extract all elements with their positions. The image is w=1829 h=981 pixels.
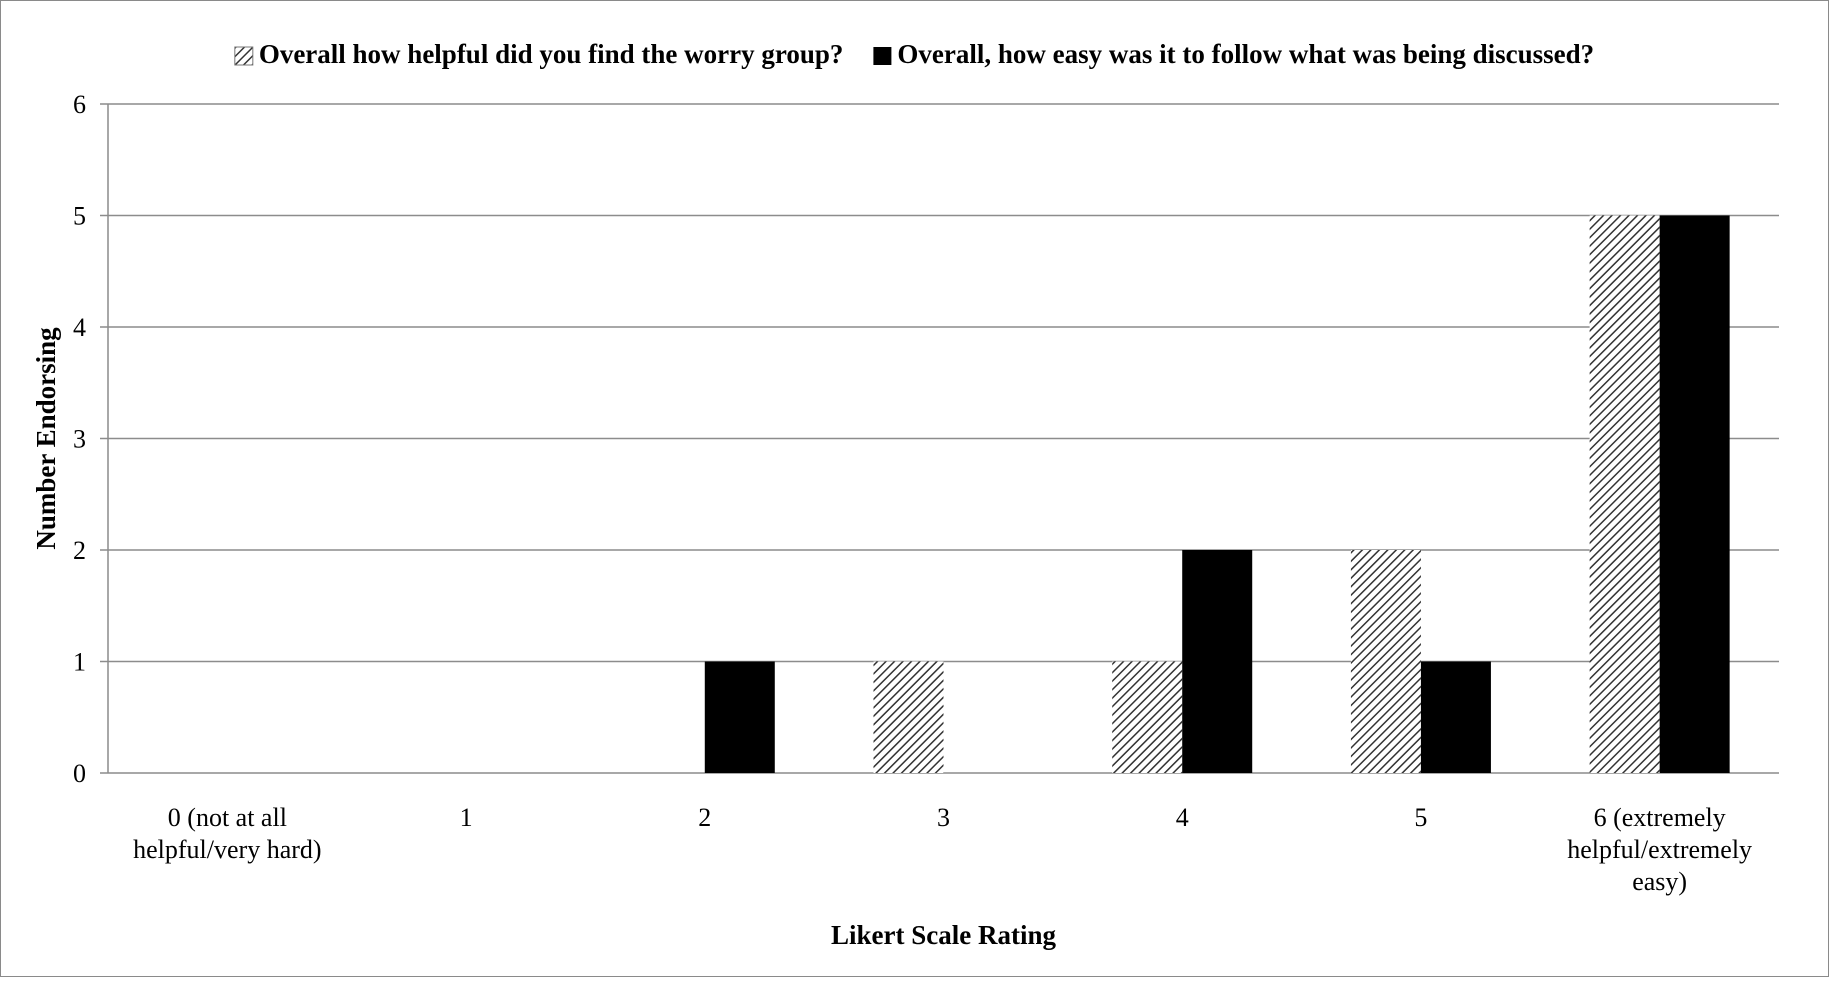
- y-axis-ticks: 0 1 2 3 4 5 6: [73, 90, 86, 788]
- bars: [704, 215, 1730, 773]
- x-axis-title: Likert Scale Rating: [831, 920, 1056, 950]
- y-tick-label: 6: [73, 90, 86, 119]
- bar-helpful: [873, 661, 944, 773]
- x-category-label: 6 (extremely helpful/extremely easy): [1567, 803, 1752, 896]
- y-tick-label: 4: [73, 313, 86, 342]
- x-category-label: 2: [698, 803, 711, 832]
- bar-easy: [1182, 550, 1253, 773]
- y-tick-label: 5: [73, 202, 86, 231]
- legend-item: Overall how helpful did you find the wor…: [234, 39, 844, 69]
- x-axis-categories: 0 (not at all helpful/very hard) 1 2 3 4 5 6 (e…: [133, 803, 1752, 896]
- x-category-label: 3: [937, 803, 950, 832]
- legend-label: Overall, how easy was it to follow what …: [897, 39, 1594, 69]
- bar-helpful: [1112, 661, 1183, 773]
- legend-item: Overall, how easy was it to follow what …: [873, 39, 1594, 69]
- legend-label: Overall how helpful did you find the wor…: [259, 39, 844, 69]
- y-tick-label: 1: [73, 648, 86, 677]
- x-category-label: 5: [1414, 803, 1427, 832]
- y-tick-label: 3: [73, 425, 86, 454]
- y-tick-label: 2: [73, 536, 86, 565]
- y-tick-label: 0: [73, 759, 86, 788]
- gridlines: [100, 103, 1779, 774]
- bar-helpful: [1589, 215, 1660, 773]
- bar-easy: [704, 661, 775, 773]
- legend-swatch: [234, 46, 254, 66]
- x-category-label: 4: [1176, 803, 1189, 832]
- x-category-label: 1: [460, 803, 473, 832]
- legend: Overall how helpful did you find the wor…: [234, 39, 1594, 69]
- y-axis-title: Number Endorsing: [31, 327, 61, 550]
- bar-easy: [1420, 661, 1491, 773]
- x-category-label: 0 (not at all helpful/very hard): [133, 803, 321, 864]
- bar-helpful: [1350, 550, 1421, 773]
- bar-easy: [1659, 215, 1730, 773]
- legend-swatch: [873, 47, 892, 65]
